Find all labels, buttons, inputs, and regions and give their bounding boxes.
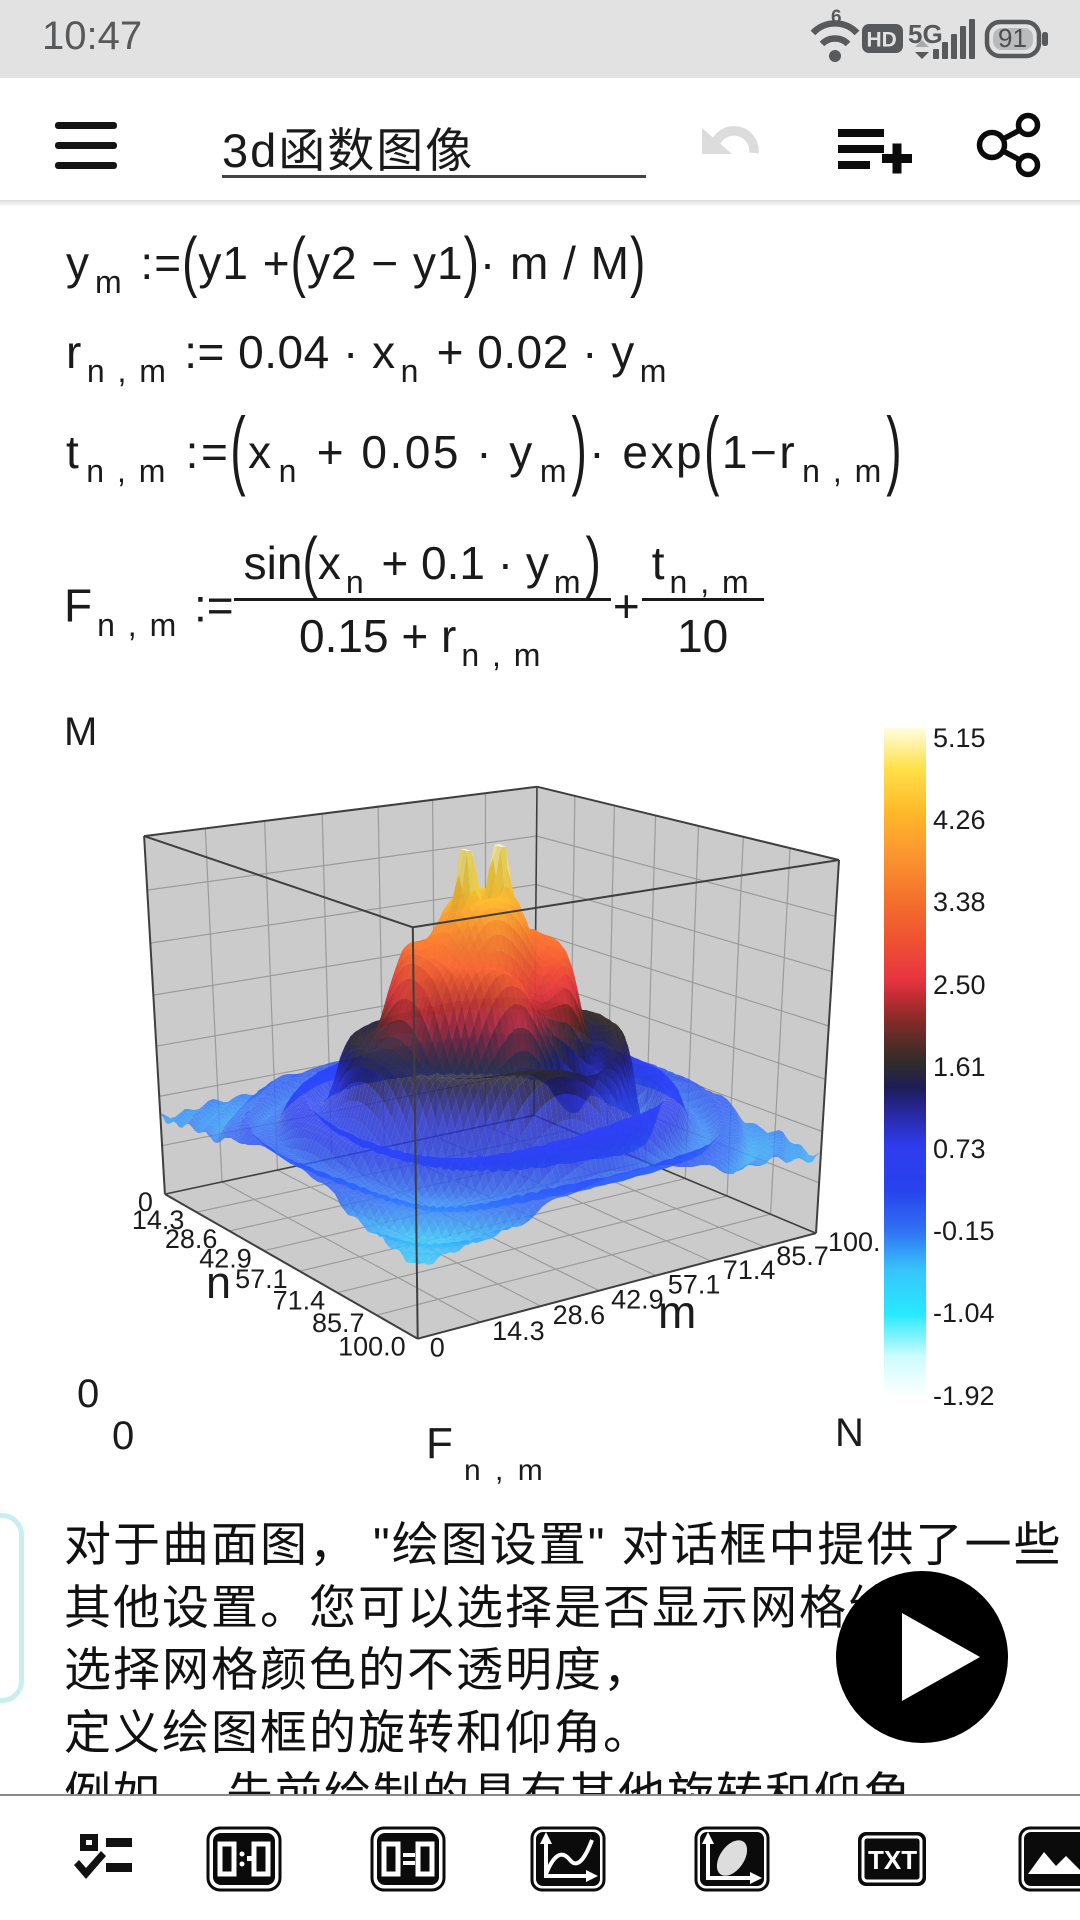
svg-text:2.50: 2.50	[933, 970, 986, 1000]
svg-text:91: 91	[998, 23, 1027, 53]
svg-text:-0.15: -0.15	[933, 1216, 995, 1246]
svg-text:TXT: TXT	[868, 1845, 917, 1875]
svg-text:85.7: 85.7	[312, 1308, 365, 1338]
svg-text:0: 0	[430, 1333, 445, 1363]
svg-text:100.: 100.	[828, 1227, 881, 1257]
svg-text:6: 6	[831, 7, 842, 28]
svg-text:0: 0	[112, 1414, 134, 1458]
svg-text:n: n	[206, 1257, 231, 1308]
svg-text:4.26: 4.26	[933, 805, 986, 835]
svg-text:42.9: 42.9	[199, 1244, 252, 1274]
svg-text:28.6: 28.6	[165, 1224, 218, 1254]
svg-text:0.73: 0.73	[933, 1134, 986, 1164]
svg-text:5.15: 5.15	[933, 723, 986, 753]
svg-text:0: 0	[138, 1187, 153, 1217]
svg-text:57.1: 57.1	[235, 1264, 288, 1294]
svg-text:14.3: 14.3	[492, 1316, 545, 1346]
svg-text:HD: HD	[867, 29, 897, 52]
svg-text:m: m	[658, 1286, 696, 1338]
svg-text:71.4: 71.4	[273, 1286, 326, 1316]
svg-text:1.61: 1.61	[933, 1052, 986, 1082]
svg-text:-1.04: -1.04	[933, 1298, 995, 1328]
svg-text:57.1: 57.1	[668, 1270, 721, 1300]
svg-text:14.3: 14.3	[132, 1205, 185, 1235]
svg-text:F: F	[426, 1419, 453, 1468]
svg-text:28.6: 28.6	[553, 1300, 606, 1330]
svg-text:71.4: 71.4	[723, 1255, 776, 1285]
svg-text:42.9: 42.9	[611, 1285, 664, 1315]
svg-text:0: 0	[77, 1372, 99, 1416]
svg-text:100.0: 100.0	[338, 1332, 406, 1362]
svg-text:85.7: 85.7	[776, 1241, 829, 1271]
svg-text:-1.92: -1.92	[933, 1381, 995, 1411]
svg-text:3.38: 3.38	[933, 887, 986, 917]
svg-text:N: N	[835, 1411, 864, 1455]
svg-text:M: M	[64, 710, 97, 754]
svg-text:n , m: n , m	[464, 1454, 546, 1487]
